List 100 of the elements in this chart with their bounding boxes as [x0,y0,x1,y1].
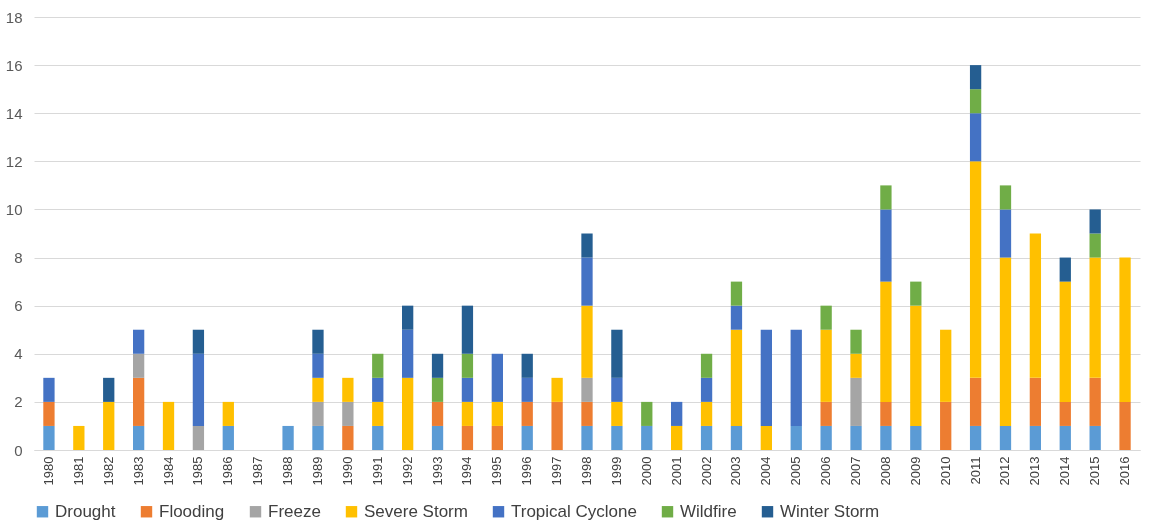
bar [700,425,713,450]
legend-label: Drought [55,501,116,521]
x-tick-label: 2005 [788,456,804,486]
bar [192,329,205,354]
bar [461,425,474,450]
bar [730,329,743,426]
bar [1089,377,1101,426]
bar [790,425,802,450]
bar [820,305,832,330]
x-tick-label: 2001 [668,456,684,486]
bar [969,377,982,426]
bar [581,425,593,450]
x-tick-label: 1984 [160,456,176,486]
bar [581,257,593,306]
y-tick-label: 8 [14,249,23,267]
x-tick-label: 1995 [489,456,505,486]
bar [940,401,952,450]
bar [880,425,892,450]
y-tick-label: 16 [5,56,23,74]
bar [850,353,862,378]
bar [820,329,832,402]
x-tick-label: 2002 [698,456,714,486]
x-tick-label: 2004 [758,456,774,486]
bar [342,425,354,450]
bar [491,401,503,426]
bar [940,329,952,402]
y-tick-label: 2 [14,393,23,411]
bar [222,401,234,426]
bar [312,401,324,426]
bar [461,377,474,402]
bar [850,329,862,354]
bar [611,377,623,402]
x-tick-label: 1994 [459,456,475,486]
bar [312,377,324,402]
bar [820,425,832,450]
x-tick-label: 1982 [100,456,116,486]
legend-label: Severe Storm [364,501,468,521]
y-tick-label: 6 [14,297,23,315]
x-tick-label: 2010 [937,456,953,486]
bar [730,425,743,450]
bar [969,89,982,114]
bar [910,305,922,426]
bar [611,329,623,378]
bar [1089,233,1101,258]
bar [880,209,892,282]
bar [999,257,1012,426]
y-tick-label: 4 [14,345,23,363]
bar [192,425,205,450]
bar [461,353,474,378]
bar [551,401,563,450]
bar [1029,425,1042,450]
bar [999,209,1012,258]
x-tick-label: 1997 [549,456,565,486]
bar [312,329,324,354]
bar [1059,257,1071,282]
bar [372,425,384,450]
x-tick-label: 2011 [967,456,983,485]
bar [969,161,982,378]
bar [1059,425,1071,450]
legend-label: Freeze [268,501,321,521]
bar [103,401,115,450]
bar [132,353,145,378]
bar [431,425,444,450]
bar [880,401,892,426]
bar [192,353,205,426]
x-tick-label: 1988 [280,456,296,486]
bar [1119,257,1131,402]
x-tick-label: 1996 [519,456,535,486]
bar [969,113,982,162]
x-tick-label: 1989 [309,456,325,486]
y-tick-label: 10 [5,200,23,218]
bar [1029,377,1042,426]
bar [999,425,1012,450]
x-tick-label: 1981 [70,456,86,486]
x-tick-label: 2016 [1117,456,1133,486]
bar [1119,401,1131,450]
bar [282,425,294,450]
bar [521,425,533,450]
x-tick-label: 1980 [40,456,56,486]
x-tick-label: 2006 [818,456,834,486]
bar [491,353,503,402]
bar [73,425,85,450]
bar [1029,233,1042,378]
bar [880,281,892,402]
bar [999,185,1012,210]
x-tick-label: 2012 [997,456,1013,486]
bar [521,353,533,378]
bar [372,377,384,402]
y-tick-label: 14 [5,104,23,122]
bar [730,281,743,306]
bar [312,425,324,450]
bar [491,425,503,450]
legend-label: Wildfire [680,501,737,521]
y-tick-label: 0 [14,441,23,459]
bar [222,425,234,450]
y-tick-label: 18 [5,8,23,26]
bar [671,401,683,426]
x-tick-label: 1991 [369,456,385,486]
bar [162,401,175,450]
bar [431,377,444,402]
